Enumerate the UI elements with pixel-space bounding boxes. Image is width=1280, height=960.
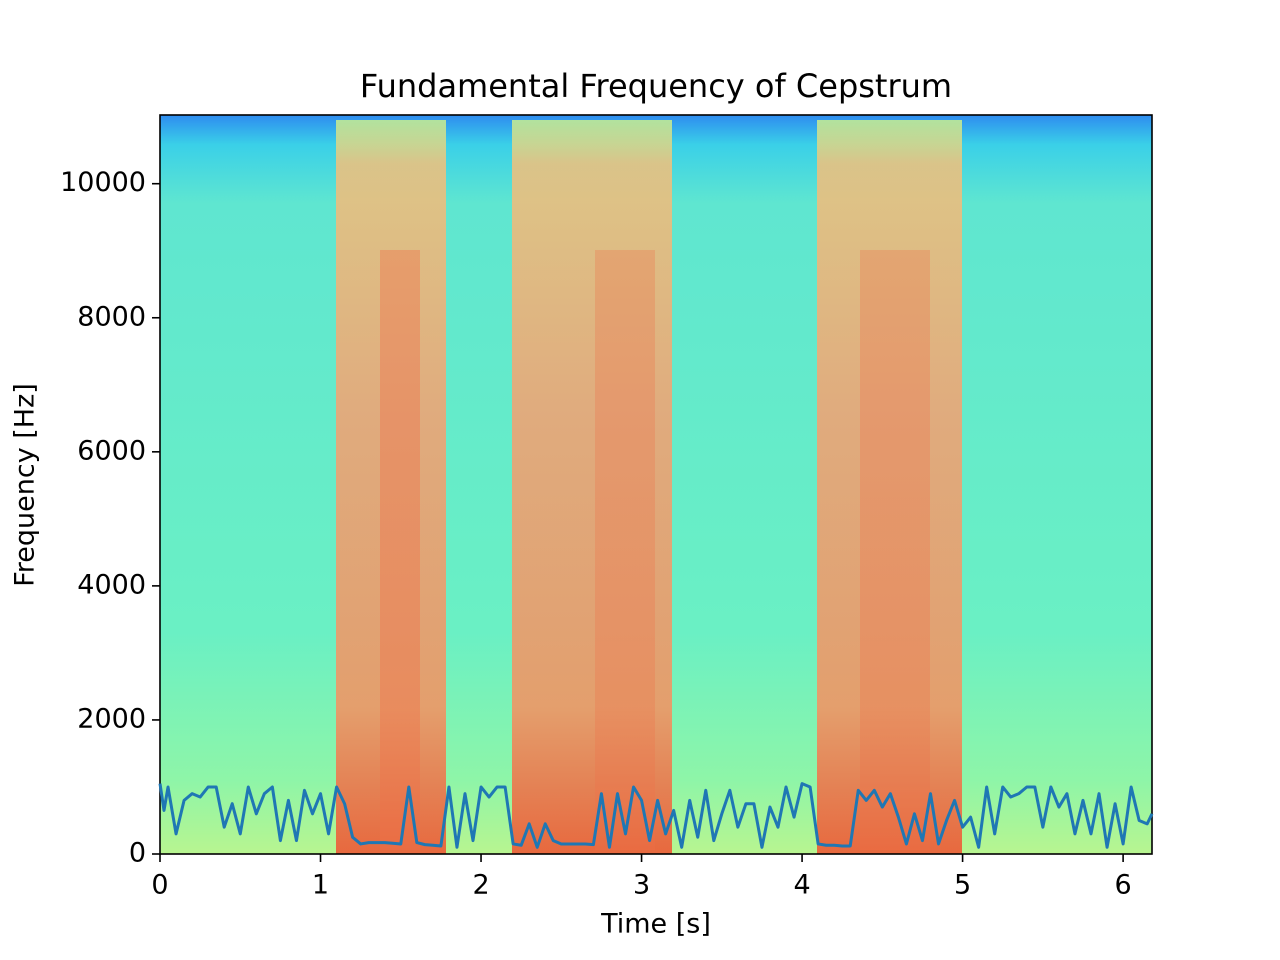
y-tick-label: 4000 xyxy=(77,569,146,600)
y-tick-label: 10000 xyxy=(60,167,146,198)
chart-title: Fundamental Frequency of Cepstrum xyxy=(360,67,952,105)
x-axis-label: Time [s] xyxy=(600,909,711,940)
x-tick-label: 3 xyxy=(633,870,650,901)
x-tick-label: 0 xyxy=(151,870,168,901)
f0-line xyxy=(158,782,1154,849)
x-tick-label: 1 xyxy=(312,870,329,901)
spectrogram xyxy=(160,115,1152,854)
x-tick-label: 2 xyxy=(472,870,489,901)
x-tick-label: 5 xyxy=(954,870,971,901)
plot-frame xyxy=(159,114,1153,855)
y-tick-label: 8000 xyxy=(77,301,146,332)
x-tick-label: 6 xyxy=(1115,870,1132,901)
y-axis-label: Frequency [Hz] xyxy=(10,383,41,587)
x-tick-label: 4 xyxy=(793,870,810,901)
y-tick-label: 6000 xyxy=(77,435,146,466)
y-tick-label: 2000 xyxy=(77,703,146,734)
y-tick-label: 0 xyxy=(129,838,146,869)
